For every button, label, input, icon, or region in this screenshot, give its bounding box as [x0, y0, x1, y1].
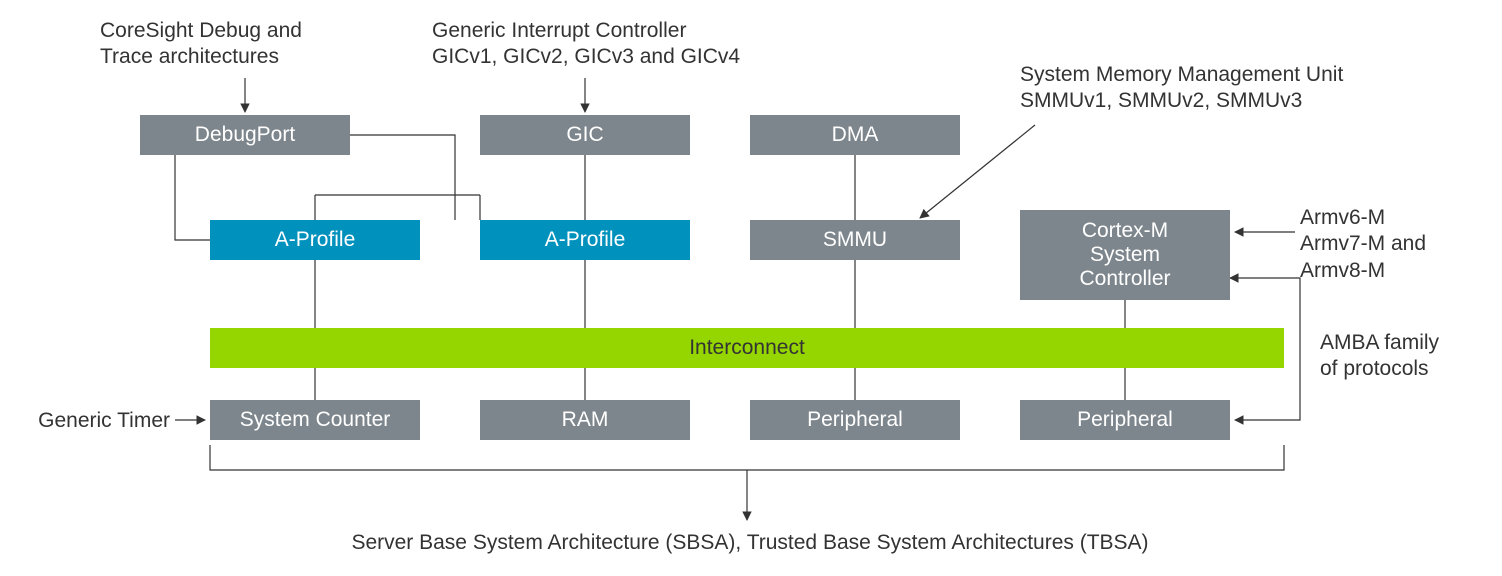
block-peripheral-2: Peripheral [1020, 400, 1230, 440]
block-system-counter: System Counter [210, 400, 420, 440]
block-label: DMA [832, 123, 879, 147]
block-cortex-m: Cortex-M System Controller [1020, 210, 1230, 300]
label-sbsa-tbsa: Server Base System Architecture (SBSA), … [300, 530, 1200, 556]
block-label: Interconnect [689, 336, 805, 360]
block-label: A-Profile [545, 228, 626, 252]
block-interconnect: Interconnect [210, 328, 1284, 368]
block-dma: DMA [750, 115, 960, 155]
block-label: Cortex-M System Controller [1079, 219, 1170, 291]
block-peripheral-1: Peripheral [750, 400, 960, 440]
block-ram: RAM [480, 400, 690, 440]
block-aprofile-2: A-Profile [480, 220, 690, 260]
diagram-canvas: DebugPort GIC DMA A-Profile A-Profile SM… [0, 0, 1502, 576]
label-gic-desc: Generic Interrupt Controller GICv1, GICv… [432, 18, 832, 71]
label-coresight: CoreSight Debug and Trace architectures [100, 18, 420, 71]
block-gic: GIC [480, 115, 690, 155]
block-debugport: DebugPort [140, 115, 350, 155]
label-amba: AMBA family of protocols [1320, 330, 1500, 383]
block-aprofile-1: A-Profile [210, 220, 420, 260]
block-label: RAM [562, 408, 609, 432]
label-generic-timer: Generic Timer [10, 408, 170, 434]
label-armv: Armv6-M Armv7-M and Armv8-M [1300, 205, 1500, 284]
label-smmu-desc: System Memory Management Unit SMMUv1, SM… [1020, 62, 1440, 115]
block-label: System Counter [240, 408, 391, 432]
block-label: Peripheral [807, 408, 903, 432]
block-label: A-Profile [275, 228, 356, 252]
block-label: Peripheral [1077, 408, 1173, 432]
block-label: GIC [566, 123, 603, 147]
block-smmu: SMMU [750, 220, 960, 260]
block-label: SMMU [823, 228, 887, 252]
block-label: DebugPort [195, 123, 295, 147]
